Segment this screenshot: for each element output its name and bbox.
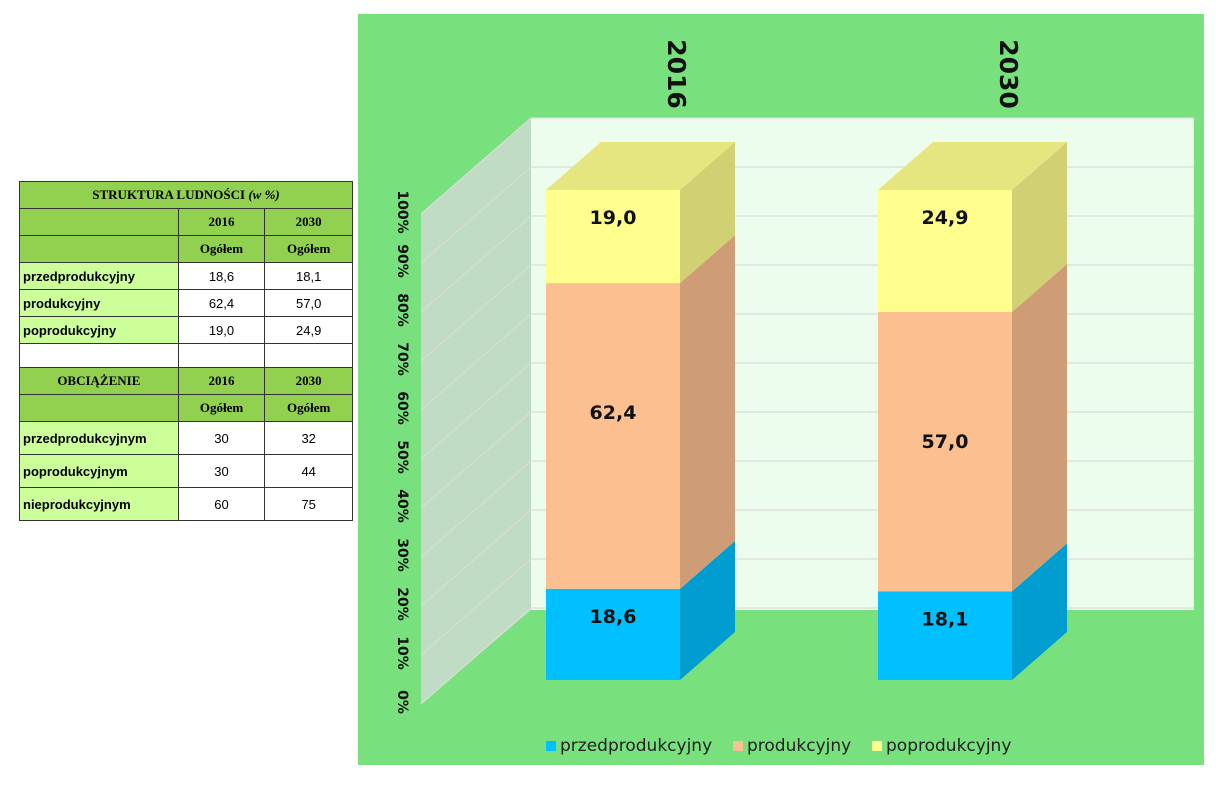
data-label-poprodukcyjny: 24,9 — [922, 207, 969, 229]
table2-sub-2030: Ogółem — [264, 394, 353, 422]
y-tick-label: 40% — [394, 489, 410, 523]
table2-year-2016: 2016 — [177, 367, 266, 395]
legend-label-poprodukcyjny: poprodukcyjny — [886, 736, 1011, 756]
bar-side-poprodukcyjny — [1012, 142, 1067, 313]
table2-title: OBCIĄŻENIE — [19, 367, 179, 395]
y-tick-label: 70% — [394, 342, 410, 376]
legend-swatch-przedprodukcyjny — [546, 741, 556, 751]
table-row: produkcyjny 62,4 57,0 — [19, 289, 353, 317]
table1-title: STRUKTURA LUDNOŚCI — [92, 187, 246, 202]
data-label-produkcyjny: 62,4 — [590, 402, 637, 424]
table1-empty-subheader — [19, 235, 179, 263]
y-tick-label: 90% — [394, 244, 410, 278]
y-tick-label: 10% — [394, 636, 410, 670]
row-value-2030: 75 — [264, 487, 353, 521]
row-label: nieprodukcyjnym — [19, 487, 179, 521]
y-tick-label: 0% — [394, 690, 410, 714]
bar-side-przedprodukcyjny — [1012, 543, 1067, 680]
table1-year-2030: 2030 — [264, 208, 353, 236]
table1-title-cell: STRUKTURA LUDNOŚCI (w %) — [19, 181, 353, 209]
legend: przedprodukcyjny produkcyjny poprodukcyj… — [546, 736, 1011, 756]
population-structure-table: STRUKTURA LUDNOŚCI (w %) 2016 2030 Ogółe… — [19, 181, 353, 398]
row-label: poprodukcyjnym — [19, 454, 179, 488]
legend-label-przedprodukcyjny: przedprodukcyjny — [560, 736, 712, 756]
table1-sub-2016: Ogółem — [177, 235, 266, 263]
data-label-przedprodukcyjny: 18,6 — [590, 606, 637, 628]
row-value-2030: 24,9 — [264, 316, 353, 344]
table1-title-unit: (w %) — [248, 187, 280, 202]
table2-sub-2016: Ogółem — [177, 394, 266, 422]
table-row: przedprodukcyjnym 30 32 — [19, 421, 353, 455]
spacer-cell — [19, 343, 179, 371]
row-value-2016: 62,4 — [177, 289, 266, 317]
data-label-przedprodukcyjny: 18,1 — [922, 608, 969, 630]
table1-empty-header — [19, 208, 179, 236]
legend-swatch-poprodukcyjny — [872, 741, 882, 751]
bar-przedprodukcyjny — [546, 588, 680, 680]
table-row: poprodukcyjny 19,0 24,9 — [19, 316, 353, 344]
bar-poprodukcyjny — [546, 190, 680, 284]
row-value-2030: 57,0 — [264, 289, 353, 317]
row-value-2016: 30 — [177, 421, 266, 455]
y-tick-label: 60% — [394, 391, 410, 425]
table-row: poprodukcyjnym 30 44 — [19, 454, 353, 488]
bar-side-poprodukcyjny — [680, 142, 735, 284]
category-label: 2016 — [662, 39, 691, 109]
data-label-produkcyjny: 57,0 — [922, 431, 969, 453]
row-value-2030: 18,1 — [264, 262, 353, 290]
row-label: produkcyjny — [19, 289, 179, 317]
row-value-2016: 18,6 — [177, 262, 266, 290]
row-label: przedprodukcyjny — [19, 262, 179, 290]
bar-side-produkcyjny — [680, 235, 735, 589]
y-tick-label: 80% — [394, 293, 410, 327]
bar-produkcyjny — [546, 283, 680, 589]
row-value-2030: 44 — [264, 454, 353, 488]
table2-empty-subheader — [19, 394, 179, 422]
row-value-2016: 30 — [177, 454, 266, 488]
y-tick-label: 100% — [394, 190, 410, 233]
bar-side-produkcyjny — [1012, 264, 1067, 592]
row-label: przedprodukcyjnym — [19, 421, 179, 455]
legend-label-produkcyjny: produkcyjny — [747, 736, 851, 756]
table2-year-2030: 2030 — [264, 367, 353, 395]
y-tick-label: 30% — [394, 538, 410, 572]
legend-swatch-produkcyjny — [733, 741, 743, 751]
row-label: poprodukcyjny — [19, 316, 179, 344]
table1-year-2016: 2016 — [177, 208, 266, 236]
bar-produkcyjny — [878, 312, 1012, 592]
table-row: nieprodukcyjnym 60 75 — [19, 487, 353, 521]
y-axis-ticks: 0% 10% 20% 30% 40% 50% 60% 70% 80% 90% 100% — [394, 190, 410, 714]
bar-top-poprodukcyjny — [878, 142, 1067, 190]
table-row: przedprodukcyjny 18,6 18,1 — [19, 262, 353, 290]
bar-poprodukcyjny — [878, 190, 1012, 313]
y-tick-label: 50% — [394, 440, 410, 474]
table1-sub-2030: Ogółem — [264, 235, 353, 263]
row-value-2030: 32 — [264, 421, 353, 455]
bar-top-poprodukcyjny — [546, 142, 735, 190]
bars: 18,6 62,4 19,0 18,1 57,0 24,9 — [546, 142, 1067, 680]
data-label-poprodukcyjny: 19,0 — [590, 207, 637, 229]
row-value-2016: 19,0 — [177, 316, 266, 344]
y-tick-label: 20% — [394, 587, 410, 621]
bar-przedprodukcyjny — [878, 591, 1012, 680]
category-label: 2030 — [994, 39, 1023, 109]
dependency-table: OBCIĄŻENIE 2016 2030 Ogółem Ogółem przed… — [19, 367, 353, 521]
stacked-bar-chart: 0% 10% 20% 30% 40% 50% 60% 70% 80% 90% 100% 18,6 62… — [358, 14, 1204, 765]
row-value-2016: 60 — [177, 487, 266, 521]
spacer-cell — [264, 343, 353, 371]
category-labels: 2016 2030 — [662, 39, 1023, 109]
gridline — [420, 117, 1194, 215]
bar-side-przedprodukcyjny — [680, 540, 735, 680]
